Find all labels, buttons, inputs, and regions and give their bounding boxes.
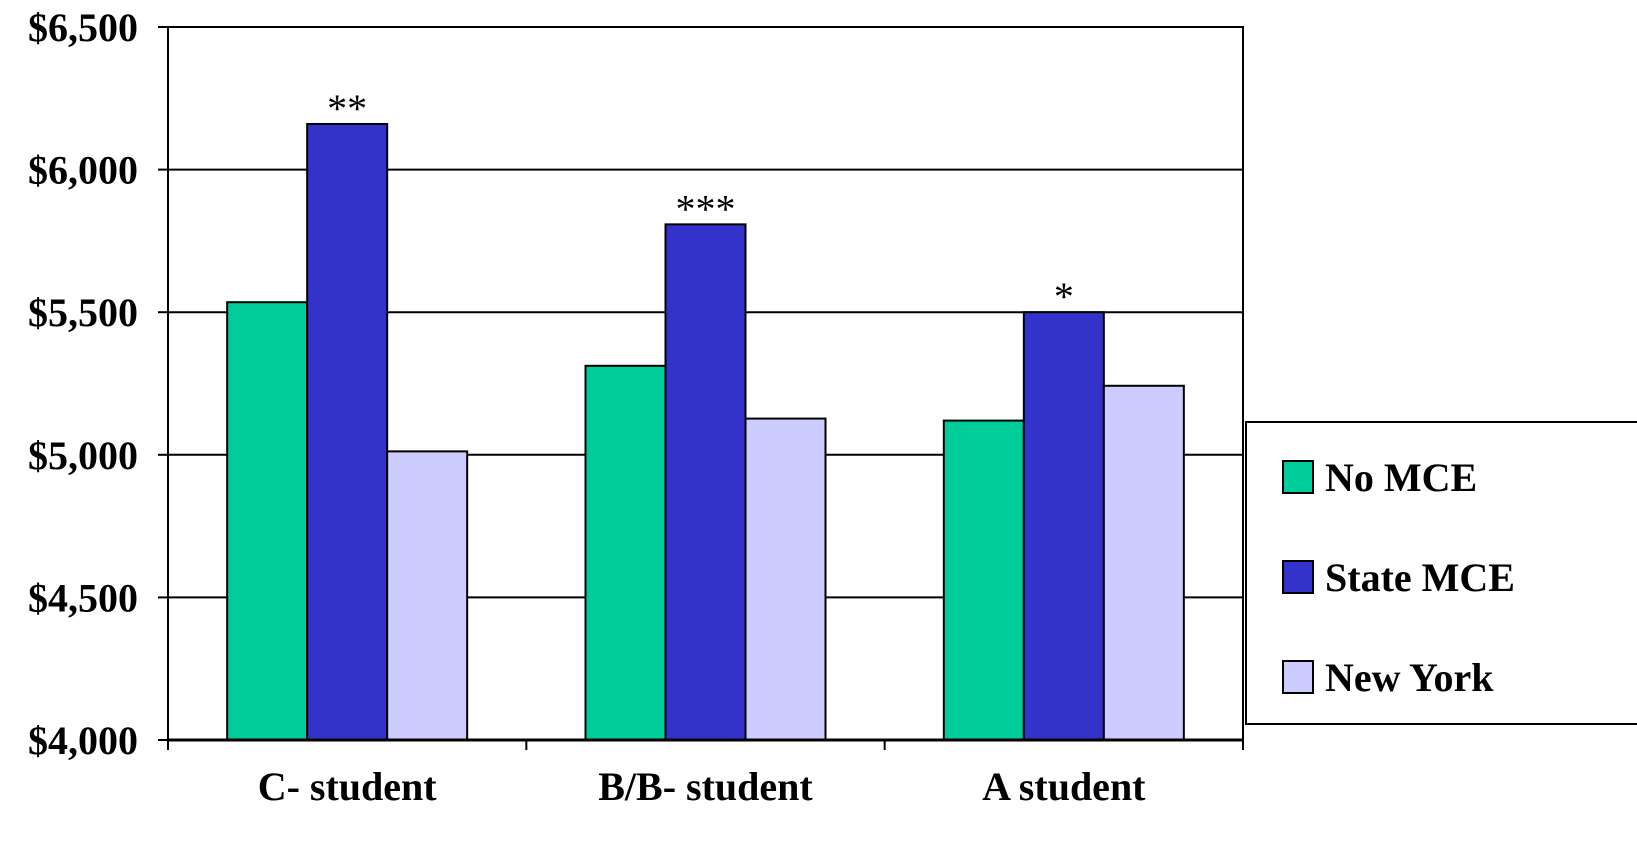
legend: No MCE State MCE New York xyxy=(1245,421,1637,725)
y-tick-label: $4,000 xyxy=(28,718,138,763)
category-label: C- student xyxy=(258,764,438,809)
legend-label: No MCE xyxy=(1325,455,1477,500)
legend-swatch xyxy=(1282,560,1314,594)
category-label: A student xyxy=(982,764,1146,809)
axes xyxy=(158,26,1244,750)
y-tick-label: $5,000 xyxy=(28,433,138,478)
significance-markers: ****** xyxy=(327,86,1074,319)
y-tick-label: $5,500 xyxy=(28,290,138,335)
bar-new-york xyxy=(1102,384,1185,741)
bars xyxy=(226,122,1185,741)
bar-no-mce xyxy=(584,364,667,741)
y-tick-label: $6,500 xyxy=(28,5,138,50)
legend-label: State MCE xyxy=(1325,555,1515,600)
category-label: B/B- student xyxy=(598,764,813,809)
y-tick-label: $4,500 xyxy=(28,575,138,620)
bar-state-mce xyxy=(664,223,747,741)
legend-swatch xyxy=(1282,460,1314,494)
legend-label: New York xyxy=(1325,655,1494,700)
significance-marker: ** xyxy=(327,86,367,131)
bar-state-mce xyxy=(306,122,389,741)
y-tick-labels: $4,000 $4,500 $5,000 $5,500 $6,000 $6,500 xyxy=(28,5,138,763)
significance-marker: *** xyxy=(676,186,736,231)
bar-new-york xyxy=(386,450,469,741)
bar-no-mce xyxy=(942,419,1025,741)
significance-marker: * xyxy=(1054,274,1074,319)
y-tick-label: $6,000 xyxy=(28,148,138,193)
legend-swatch xyxy=(1282,660,1314,694)
bar-state-mce xyxy=(1022,311,1105,741)
bar-no-mce xyxy=(226,301,309,741)
category-labels: C- student B/B- student A student xyxy=(258,764,1146,809)
bar-new-york xyxy=(744,417,827,741)
